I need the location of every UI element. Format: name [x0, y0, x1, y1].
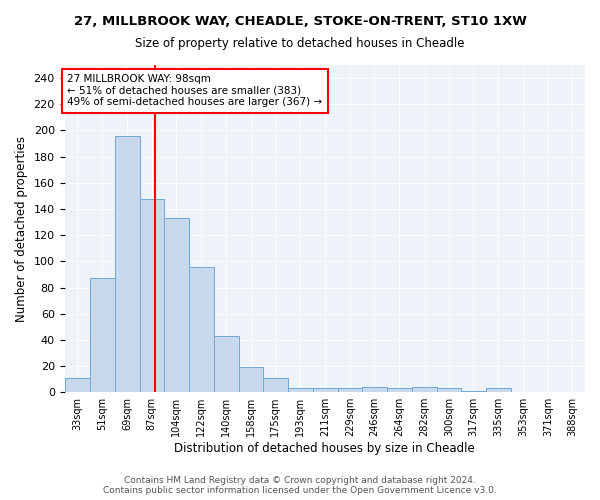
Text: 27, MILLBROOK WAY, CHEADLE, STOKE-ON-TRENT, ST10 1XW: 27, MILLBROOK WAY, CHEADLE, STOKE-ON-TRE… [74, 15, 526, 28]
Text: Size of property relative to detached houses in Cheadle: Size of property relative to detached ho… [135, 38, 465, 51]
Bar [338, 388, 362, 392]
Bar [461, 391, 486, 392]
Bar [486, 388, 511, 392]
Bar [239, 368, 263, 392]
Bar [412, 387, 437, 392]
Bar [65, 378, 89, 392]
Y-axis label: Number of detached properties: Number of detached properties [15, 136, 28, 322]
Bar [263, 378, 288, 392]
Bar [362, 387, 387, 392]
Bar [164, 218, 189, 392]
Text: Contains HM Land Registry data © Crown copyright and database right 2024.
Contai: Contains HM Land Registry data © Crown c… [103, 476, 497, 495]
Bar [214, 336, 239, 392]
X-axis label: Distribution of detached houses by size in Cheadle: Distribution of detached houses by size … [175, 442, 475, 455]
Bar [387, 388, 412, 392]
Bar [313, 388, 338, 392]
Bar [115, 136, 140, 392]
Bar [437, 388, 461, 392]
Bar [140, 198, 164, 392]
Text: 27 MILLBROOK WAY: 98sqm
← 51% of detached houses are smaller (383)
49% of semi-d: 27 MILLBROOK WAY: 98sqm ← 51% of detache… [67, 74, 322, 108]
Bar [89, 278, 115, 392]
Bar [288, 388, 313, 392]
Bar [189, 266, 214, 392]
